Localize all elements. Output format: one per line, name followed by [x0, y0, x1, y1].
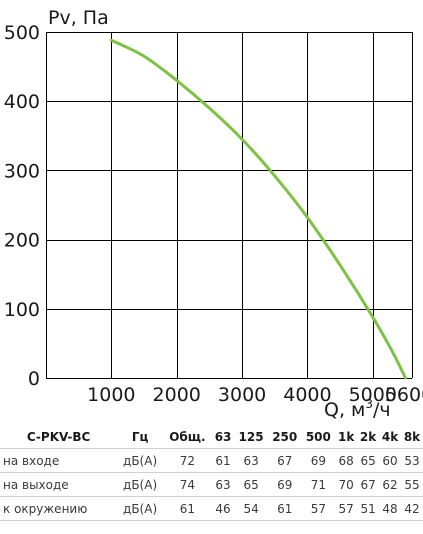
table-cell: 46	[211, 496, 235, 521]
table-cell: 61	[211, 448, 235, 473]
y-axis-label: Pv, Па	[48, 7, 109, 29]
x-tick-label: 3000	[218, 384, 266, 406]
table-cell: 42	[401, 496, 423, 521]
table-cell: 69	[301, 448, 336, 473]
table-cell: 57	[335, 496, 358, 521]
table-cell: 70	[335, 472, 358, 497]
x-tick-label: 2000	[153, 384, 201, 406]
fan-curve-line	[109, 38, 407, 380]
table-cell: 57	[301, 496, 336, 521]
y-tick-labels: 0 100 200 300 400 500	[4, 22, 40, 390]
table-cell: 51	[357, 496, 380, 521]
table-row-label: к окружению	[0, 496, 118, 521]
table-cell: дБ(А)	[117, 472, 163, 497]
table-cell: 65	[357, 448, 380, 473]
table-cell: дБ(А)	[117, 496, 163, 521]
table-column-header: Гц	[117, 426, 163, 449]
table-cell: 69	[267, 472, 302, 497]
x-tick-label: 4000	[283, 384, 331, 406]
table-row: на выходе дБ(А) 74 63 65 69 71 70 67 62 55	[0, 472, 423, 497]
y-tick-label: 500	[4, 22, 40, 44]
table-cell: 74	[162, 472, 212, 497]
table-cell: 61	[162, 496, 212, 521]
table-column-header: 4k	[379, 426, 401, 449]
y-tick-label: 300	[4, 160, 40, 182]
table-cell: 63	[211, 472, 235, 497]
table-row-label: на входе	[0, 448, 118, 473]
table-cell: 71	[301, 472, 336, 497]
table-cell: 68	[335, 448, 358, 473]
table-cell: 67	[357, 472, 380, 497]
table-column-header: 500	[301, 426, 336, 449]
x-tick-labels: 1000 2000 3000 4000 50005600	[87, 384, 423, 406]
x-tick-label: 5600	[385, 384, 423, 406]
table-column-header: 63	[211, 426, 235, 449]
table-column-header: 8k	[401, 426, 423, 449]
table-cell: 53	[401, 448, 423, 473]
table-column-header: Общ.	[162, 426, 212, 449]
y-tick-label: 400	[4, 91, 40, 113]
table-cell: 72	[162, 448, 212, 473]
table-cell: 48	[379, 496, 401, 521]
table-row: на входе дБ(А) 72 61 63 67 69 68 65 60 53	[0, 448, 423, 473]
table-cell: 61	[267, 496, 302, 521]
table-model-header: C-PKV-BC	[0, 426, 118, 449]
pressure-flow-chart: 0 100 200 300 400 500 1000 2000 3000 4000 5000560…	[4, 7, 423, 421]
table-row: к окружению дБ(А) 61 46 54 61 57 57 51 48 42	[0, 496, 423, 521]
table-cell: 55	[401, 472, 423, 497]
table-body: на входе дБ(А) 72 61 63 67 69 68 65 60 53 на выходе…	[0, 448, 423, 521]
table-cell: дБ(А)	[117, 448, 163, 473]
table-column-header: 125	[234, 426, 268, 449]
noise-level-table: C-PKV-BC Гц Общ. 63 125 250 500 1k 2k 4k 8k на вхо…	[0, 426, 423, 521]
table-cell: 60	[379, 448, 401, 473]
table-cell: 67	[267, 448, 302, 473]
y-tick-label: 200	[4, 230, 40, 252]
table-column-header: 2k	[357, 426, 380, 449]
chart-grid	[46, 32, 413, 379]
y-tick-label: 100	[4, 299, 40, 321]
x-tick-label: 1000	[87, 384, 135, 406]
table-column-header: 250	[267, 426, 302, 449]
table-cell: 63	[234, 448, 268, 473]
table-cell: 62	[379, 472, 401, 497]
y-tick-label: 0	[28, 368, 40, 390]
x-tick-label: 5000	[349, 384, 397, 406]
table-column-header: 1k	[335, 426, 358, 449]
table-cell: 54	[234, 496, 268, 521]
x-axis-label: Q, м3/ч	[324, 397, 391, 421]
table-row-label: на выходе	[0, 472, 118, 497]
table-header-row: C-PKV-BC Гц Общ. 63 125 250 500 1k 2k 4k 8k	[0, 426, 423, 449]
table-cell: 65	[234, 472, 268, 497]
